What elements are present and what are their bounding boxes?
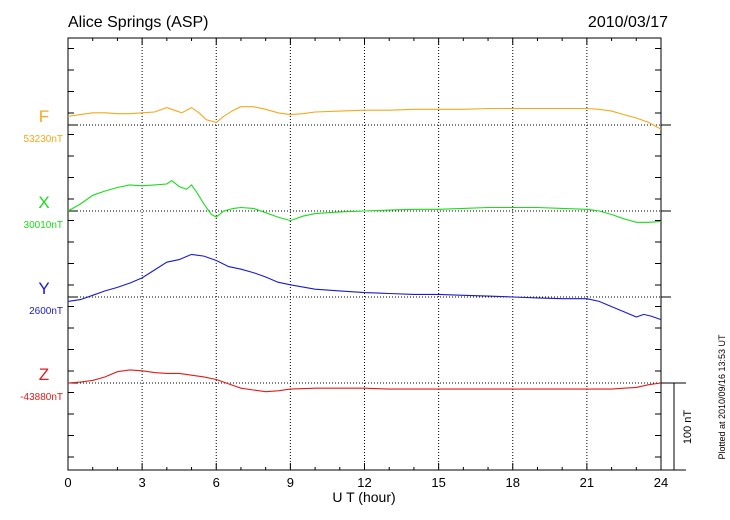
series-line-z: [67, 369, 662, 393]
x-tick-label: 6: [213, 475, 220, 490]
series-name-z: Z: [39, 365, 49, 384]
series-line-f: [67, 106, 662, 130]
series-name-x: X: [38, 193, 49, 212]
x-tick-label: 24: [654, 475, 668, 490]
x-tick-label: 0: [64, 475, 71, 490]
scale-bar-label: 100 nT: [682, 410, 694, 445]
series-line-y: [67, 253, 662, 321]
x-tick-label: 9: [287, 475, 294, 490]
scale-bar: 100 nT: [661, 382, 694, 471]
grid-lines: [68, 38, 661, 470]
chart-date: 2010/03/17: [588, 14, 668, 31]
x-tick-label: 12: [357, 475, 371, 490]
plotted-at-note: Plotted at 2010/09/16 13:53 UT: [717, 334, 727, 460]
series-baseline-f: 53230nT: [24, 134, 63, 145]
series-lines: [67, 106, 662, 393]
x-axis-label: U T (hour): [332, 489, 395, 505]
series-baseline-z: -43880nT: [20, 392, 63, 403]
series-line-x: [67, 179, 662, 223]
series-labels: F 53230nT X 30010nT Y 2600nT Z -43880nT: [20, 107, 63, 403]
chart-title: Alice Springs (ASP): [68, 14, 209, 31]
series-name-f: F: [39, 107, 49, 126]
series-name-y: Y: [38, 279, 49, 298]
series-baseline-y: 2600nT: [29, 306, 63, 317]
x-tick-label: 18: [506, 475, 520, 490]
x-tick-label: 15: [431, 475, 445, 490]
axis-ticks: 0 3 6 9 12 15 18 21 24: [64, 38, 671, 490]
x-tick-label: 3: [139, 475, 146, 490]
series-baseline-x: 30010nT: [24, 220, 63, 231]
x-tick-label: 21: [580, 475, 594, 490]
